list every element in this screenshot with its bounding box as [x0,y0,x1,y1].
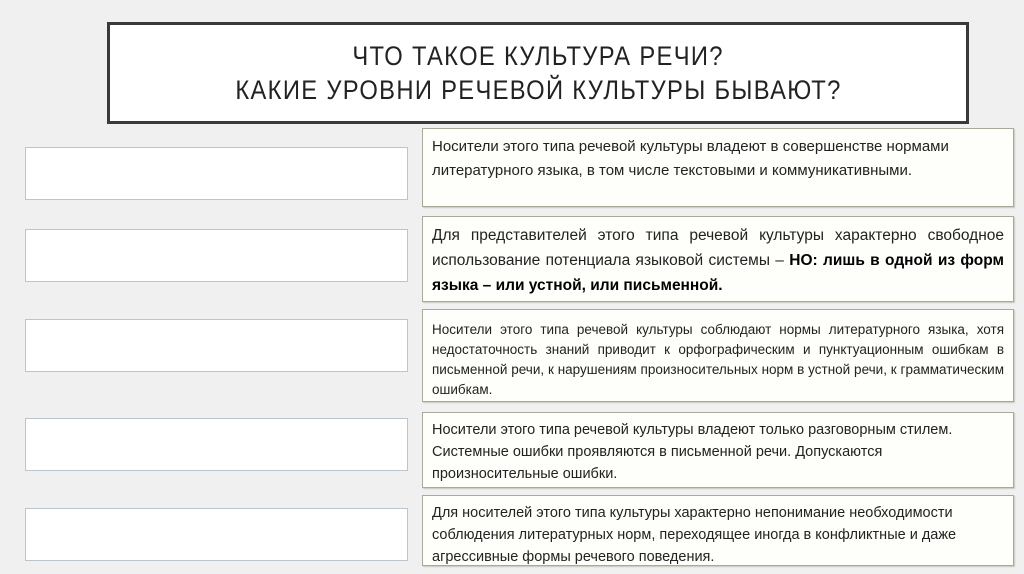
description-text: Для представителей этого типа речевой ку… [432,227,1004,269]
description-box-3: Носители этого типа речевой культуры соб… [422,309,1014,402]
description-text: Носители этого типа речевой культуры соб… [432,322,1004,397]
answer-box-3[interactable] [25,319,408,372]
answer-box-2[interactable] [25,229,408,282]
slide-title: ЧТО ТАКОЕ КУЛЬТУРА РЕЧИ? КАКИЕ УРОВНИ РЕ… [107,22,969,124]
description-bold-text: НО: лишь в одной из форм языка – или уст… [432,252,1004,294]
title-line-2: КАКИЕ УРОВНИ РЕЧЕВОЙ КУЛЬТУРЫ БЫВАЮТ? [234,75,842,105]
answer-box-4[interactable] [25,418,408,471]
description-box-2: Для представителей этого типа речевой ку… [422,216,1014,302]
description-text: Носители этого типа речевой культуры вла… [432,138,949,179]
description-text: Для носителей этого типа культуры характ… [432,505,957,565]
description-box-4: Носители этого типа речевой культуры вла… [422,412,1014,488]
description-box-5: Для носителей этого типа культуры характ… [422,495,1014,566]
description-text: Носители этого типа речевой культуры вла… [432,422,953,482]
description-box-1: Носители этого типа речевой культуры вла… [422,128,1014,207]
answer-box-5[interactable] [25,508,408,561]
title-line-1: ЧТО ТАКОЕ КУЛЬТУРА РЕЧИ? [352,41,724,71]
answer-box-1[interactable] [25,147,408,200]
